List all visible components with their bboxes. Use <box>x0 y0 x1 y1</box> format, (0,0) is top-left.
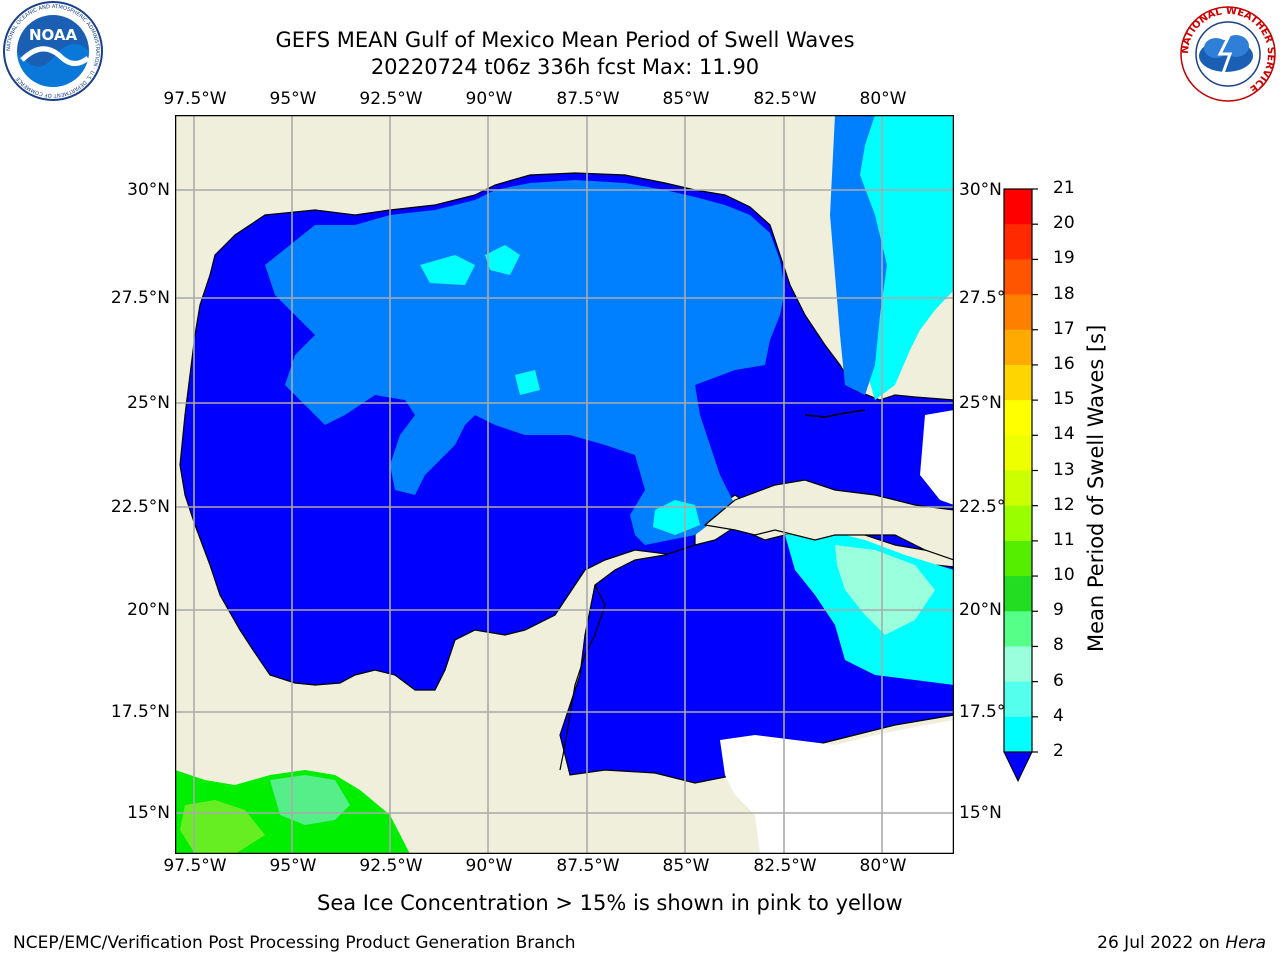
colorbar-segment <box>1004 259 1032 296</box>
lon-label-top: 92.5°W <box>359 89 423 109</box>
colorbar-segment <box>1004 505 1032 542</box>
lat-label-left: 25°N <box>127 393 170 413</box>
noaa-logo: NOAA NATIONAL OCEANIC AND ATMOSPHERIC AD… <box>3 1 103 101</box>
map-subtitle: 20220724 t06z 336h fcst Max: 11.90 <box>370 55 760 79</box>
lat-label-right: 15°N <box>959 803 1002 823</box>
colorbar-tick-label: 10 <box>1053 565 1075 586</box>
no-data-patch <box>920 410 954 505</box>
colorbar-tick-label: 20 <box>1053 213 1075 234</box>
graticule <box>175 115 954 854</box>
colorbar-tick-label: 14 <box>1053 424 1075 445</box>
footer-date: 26 Jul 2022 on Hera <box>1097 933 1266 953</box>
lat-label-right: 27.5°N <box>959 288 1019 308</box>
cuba-land <box>703 479 954 561</box>
colorbar-segment <box>1004 189 1032 225</box>
lat-label-left: 17.5°N <box>110 702 170 722</box>
lon-label-top: 87.5°W <box>556 89 620 109</box>
colorbar-tick-label: 18 <box>1053 283 1075 304</box>
colorbar-segment <box>1004 400 1032 436</box>
nws-logo: NATIONAL WEATHER SERVICE <box>1180 6 1276 102</box>
lon-label-top: 95°W <box>269 89 317 109</box>
colorbar-tick-label: 8 <box>1053 635 1064 656</box>
lon-label-bottom: 80°W <box>859 856 907 876</box>
swell-patch <box>515 370 540 395</box>
colorbar-tick-label: 17 <box>1053 318 1075 339</box>
colorbar-segment <box>1004 294 1032 331</box>
lat-label-left: 30°N <box>127 180 170 200</box>
lat-label-right: 20°N <box>959 600 1002 620</box>
footer-machine: Hera <box>1225 933 1266 953</box>
swell-patch <box>485 245 520 275</box>
lon-label-bottom: 87.5°W <box>556 856 620 876</box>
lon-label-top: 80°W <box>859 89 907 109</box>
florida-keys <box>804 409 866 418</box>
swell-patch <box>653 500 700 535</box>
colorbar-tick-label: 9 <box>1053 600 1064 621</box>
swell-2-4s-region <box>265 180 785 545</box>
lon-label-bottom: 90°W <box>465 856 513 876</box>
lat-label-right: 22.5°N <box>959 497 1019 517</box>
lon-label-bottom: 82.5°W <box>753 856 817 876</box>
colorbar-tick-label: 15 <box>1053 389 1075 410</box>
colorbar-segment <box>1004 364 1032 401</box>
swell-patch <box>420 255 475 285</box>
sea-ice-note: Sea Ice Concentration > 15% is shown in … <box>317 891 903 915</box>
lat-label-right: 30°N <box>959 180 1002 200</box>
no-data-patch <box>720 720 954 854</box>
colorbar-segment <box>1004 646 1032 683</box>
lat-label-left: 27.5°N <box>110 288 170 308</box>
footer-date-text: 26 Jul 2022 on <box>1097 933 1226 953</box>
colorbar-tick-label: 6 <box>1053 670 1064 691</box>
lat-label-left: 22.5°N <box>110 497 170 517</box>
lat-label-right: 25°N <box>959 393 1002 413</box>
colorbar-segment <box>1004 576 1032 612</box>
lon-label-bottom: 92.5°W <box>359 856 423 876</box>
colorbar-segment <box>1004 435 1032 471</box>
lat-label-left: 20°N <box>127 600 170 620</box>
colorbar <box>1003 188 1038 783</box>
colorbar-tick-label: 16 <box>1053 353 1075 374</box>
colorbar-tick-label: 21 <box>1053 178 1075 198</box>
colorbar-tick-label: 2 <box>1053 741 1064 761</box>
colorbar-tick-label: 11 <box>1053 529 1075 550</box>
lon-label-top: 90°W <box>465 89 513 109</box>
colorbar-segment <box>1004 224 1032 260</box>
colorbar-tick-label: 19 <box>1053 248 1075 269</box>
lat-label-left: 15°N <box>127 803 170 823</box>
colorbar-segments <box>1004 189 1032 753</box>
colorbar-segment <box>1004 681 1032 718</box>
lon-label-top: 97.5°W <box>163 89 227 109</box>
colorbar-tick-label: 12 <box>1053 494 1075 515</box>
map-title: GEFS MEAN Gulf of Mexico Mean Period of … <box>275 28 855 52</box>
swell-2-4s-atlantic <box>830 115 887 395</box>
colorbar-segment <box>1004 611 1032 647</box>
lon-label-top: 85°W <box>662 89 710 109</box>
colorbar-label: Mean Period of Swell Waves [s] <box>1084 324 1108 652</box>
swell-4-6s-atlantic <box>835 115 954 400</box>
colorbar-extend-arrow <box>1003 751 1033 783</box>
colorbar-tick-label: 4 <box>1053 705 1064 726</box>
noaa-logo-text: NOAA <box>29 26 78 44</box>
lon-label-top: 82.5°W <box>753 89 817 109</box>
swell-6-8s-caribbean <box>835 545 935 635</box>
colorbar-segment <box>1004 470 1032 507</box>
colorbar-segment <box>1004 540 1032 577</box>
swell-period-map <box>175 115 954 854</box>
colorbar-segment <box>1004 329 1032 366</box>
lon-label-bottom: 95°W <box>269 856 317 876</box>
footer-credit: NCEP/EMC/Verification Post Processing Pr… <box>13 933 576 953</box>
colorbar-segment <box>1004 716 1032 753</box>
lat-label-right: 17.5°N <box>959 702 1019 722</box>
lon-label-bottom: 85°W <box>662 856 710 876</box>
map-frame <box>175 115 954 854</box>
lon-label-bottom: 97.5°W <box>163 856 227 876</box>
colorbar-tick-label: 13 <box>1053 459 1075 480</box>
